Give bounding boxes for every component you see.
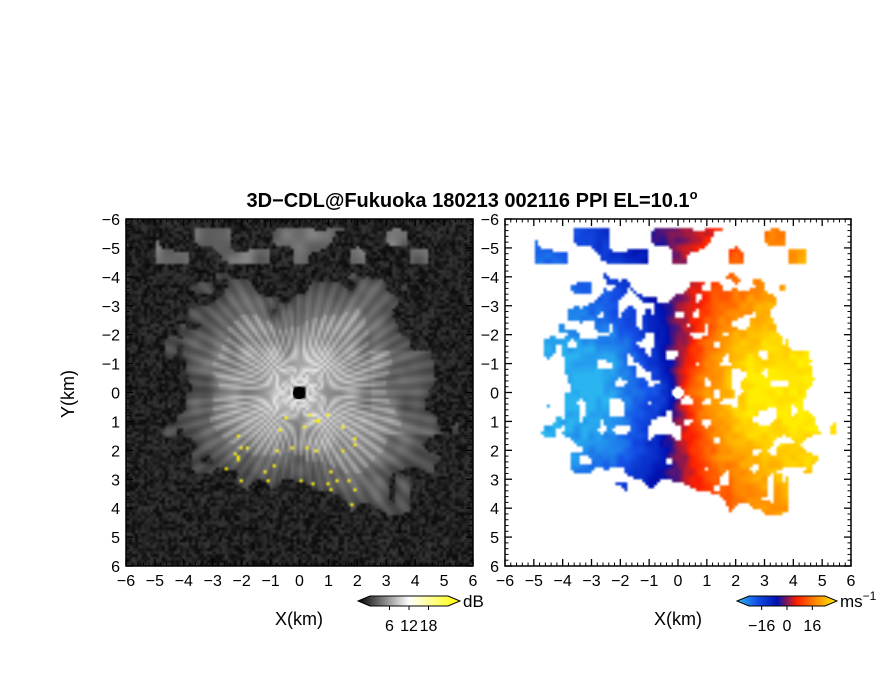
- y-tick-label: 4: [111, 501, 120, 518]
- y-tick-label: 1: [111, 414, 120, 431]
- reflectivity-axis-ticks: −6 −5 −4 −3 −2 −1 0 1 2 3 4 5 6 6 5 4 3 2 1 0 −1 −2 −3 −4 −5 −6: [102, 212, 478, 590]
- radar-site-marker: [673, 388, 683, 398]
- y-tick-label: −4: [481, 270, 499, 287]
- colorbar-unit: dB: [463, 592, 484, 611]
- x-tick-label: 2: [353, 573, 362, 590]
- x-tick-label: −1: [261, 573, 279, 590]
- y-tick-label: 5: [490, 530, 499, 547]
- x-tick-label: −5: [525, 573, 543, 590]
- y-tick-label: −2: [481, 328, 499, 345]
- colorbar-tick-label: 6: [385, 618, 394, 635]
- x-tick-label: −5: [146, 573, 164, 590]
- colorbar-gradient: [735, 595, 839, 607]
- y-tick-label: −2: [102, 328, 120, 345]
- x-tick-label: 5: [440, 573, 449, 590]
- y-tick-label: −3: [102, 299, 120, 316]
- x-tick-label: 1: [324, 573, 333, 590]
- y-tick-label: −1: [481, 357, 499, 374]
- reflectivity-panel: −6 −5 −4 −3 −2 −1 0 1 2 3 4 5 6 6 5 4 3 2 1 0 −1 −2 −3 −4 −5 −6 X…: [58, 212, 478, 629]
- x-tick-label: 0: [295, 573, 304, 590]
- x-tick-label: 4: [411, 573, 420, 590]
- colorbar-unit: ms−1: [840, 589, 877, 611]
- velocity-axis-ticks: −6 −5 −4 −3 −2 −1 0 1 2 3 4 5 6 6 5 4 3 2 1 0 −1 −2 −3 −4 −5 −6: [481, 212, 856, 590]
- colorbar-gradient: [356, 595, 462, 607]
- velocity-panel: −6 −5 −4 −3 −2 −1 0 1 2 3 4 5 6 6 5 4 3 2 1 0 −1 −2 −3 −4 −5 −6 X…: [481, 212, 856, 629]
- x-tick-label: 2: [731, 573, 740, 590]
- x-tick-label: −6: [117, 573, 135, 590]
- x-tick-label: −2: [611, 573, 629, 590]
- velocity-colorbar: −16 0 16 ms−1: [735, 589, 877, 635]
- figure-title: 3D−CDL@Fukuoka 180213 002116 PPI EL=10.1…: [246, 187, 697, 212]
- x-tick-label: 3: [760, 573, 769, 590]
- x-tick-label: 6: [847, 573, 856, 590]
- y-tick-label: 4: [490, 501, 499, 518]
- x-tick-label: 1: [702, 573, 711, 590]
- colorbar-tick-label: 16: [803, 618, 821, 635]
- x-tick-label: 5: [818, 573, 827, 590]
- x-tick-label: −3: [204, 573, 222, 590]
- x-tick-label: 0: [674, 573, 683, 590]
- y-tick-label: −4: [102, 270, 120, 287]
- y-tick-label: −1: [102, 357, 120, 374]
- y-tick-label: 3: [111, 472, 120, 489]
- colorbar-tick-label: 18: [420, 618, 438, 635]
- x-tick-label: 4: [789, 573, 798, 590]
- y-tick-label: 6: [111, 559, 120, 576]
- x-tick-label: −4: [554, 573, 572, 590]
- x-tick-label: −3: [582, 573, 600, 590]
- reflectivity-x-axis-label: X(km): [275, 609, 323, 629]
- reflectivity-y-axis-label: Y(km): [58, 370, 78, 418]
- y-tick-label: −5: [481, 241, 499, 258]
- reflectivity-colorbar: 6 12 18 dB: [356, 592, 484, 635]
- x-tick-label: −4: [175, 573, 193, 590]
- x-tick-label: −6: [496, 573, 514, 590]
- radar-site-marker: [293, 387, 305, 399]
- velocity-x-axis-label: X(km): [654, 609, 702, 629]
- colorbar-tick-label: −16: [748, 618, 775, 635]
- y-tick-label: 2: [490, 443, 499, 460]
- x-tick-label: −2: [233, 573, 251, 590]
- y-tick-label: −5: [102, 241, 120, 258]
- y-tick-label: 0: [111, 386, 120, 403]
- x-tick-label: 6: [469, 573, 478, 590]
- colorbar-tick-label: 12: [400, 618, 418, 635]
- y-tick-label: 2: [111, 443, 120, 460]
- y-tick-label: 1: [490, 414, 499, 431]
- colorbar-tick-label: 0: [783, 618, 792, 635]
- y-tick-label: −6: [102, 212, 120, 229]
- y-tick-label: 3: [490, 472, 499, 489]
- x-tick-label: −1: [640, 573, 658, 590]
- y-tick-label: −6: [481, 212, 499, 229]
- x-tick-label: 3: [382, 573, 391, 590]
- y-tick-label: −3: [481, 299, 499, 316]
- y-tick-label: 6: [490, 559, 499, 576]
- y-tick-label: 0: [490, 386, 499, 403]
- y-tick-label: 5: [111, 530, 120, 547]
